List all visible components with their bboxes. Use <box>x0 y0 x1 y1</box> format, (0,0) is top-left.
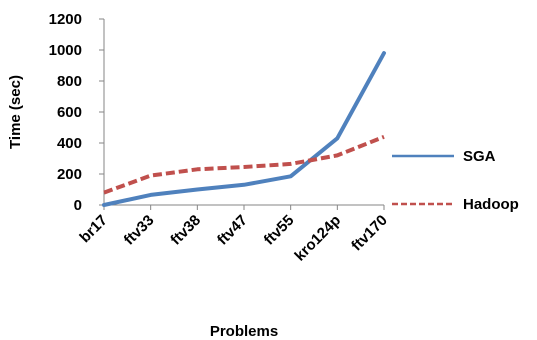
legend: SGA Hadoop <box>392 148 519 213</box>
series-line-hadoop <box>103 134 385 195</box>
y-tick-label: 0 <box>74 197 82 214</box>
x-tick-label: ftv38 <box>167 212 204 249</box>
x-tick-label: ftv33 <box>121 212 158 249</box>
x-tick-label: ftv47 <box>214 212 251 249</box>
y-tick-label: 600 <box>57 104 82 121</box>
legend-label-sga: SGA <box>463 148 496 165</box>
y-tick-label: 400 <box>57 135 82 152</box>
x-tick-label: ftv170 <box>348 212 391 255</box>
y-tick-label: 800 <box>57 73 82 90</box>
legend-label-hadoop: Hadoop <box>463 196 519 213</box>
y-tick-label: 200 <box>57 166 82 183</box>
y-tick-label: 1200 <box>49 11 82 28</box>
series-lines <box>102 51 386 207</box>
x-tick-label: kro124p <box>291 212 344 265</box>
y-tick-label: 1000 <box>49 42 82 59</box>
x-axis-label: Problems <box>210 323 278 340</box>
x-tick-label: ftv55 <box>261 212 298 249</box>
series-line-sga <box>102 51 386 207</box>
y-axis-label: Time (sec) <box>7 75 24 149</box>
x-tick-label: br17 <box>76 212 110 246</box>
y-axis-ticks: 0 200 400 600 800 1000 1200 <box>49 11 104 214</box>
